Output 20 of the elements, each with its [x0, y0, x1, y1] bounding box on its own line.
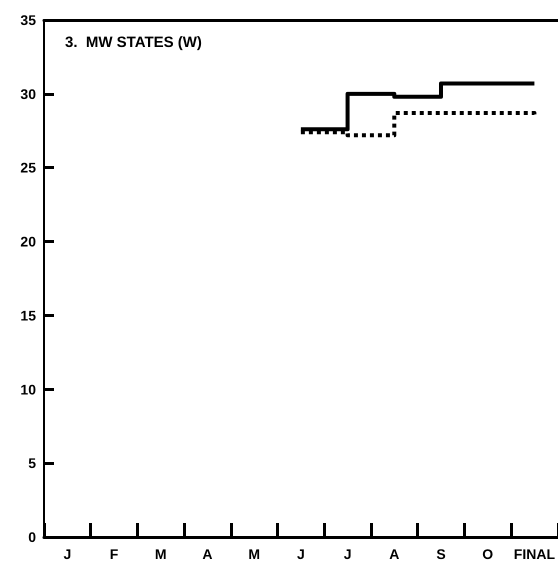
x-tick-label: F — [110, 546, 119, 562]
y-tick-label: 35 — [20, 12, 36, 28]
y-tick-label: 10 — [20, 381, 36, 398]
y-tick-label: 0 — [28, 529, 36, 545]
x-tick-label: A — [202, 546, 213, 562]
y-tick-label: 5 — [28, 455, 36, 472]
x-tick-label: A — [389, 546, 400, 562]
x-tick-label: FINAL — [514, 546, 556, 562]
text: 3. MW STATES (W) — [65, 34, 202, 51]
y-tick-label: 20 — [20, 234, 36, 250]
x-tick-label: M — [154, 546, 167, 562]
x-tick-label: S — [436, 546, 446, 562]
x-tick-label: J — [63, 546, 72, 562]
x-tick-label: J — [296, 546, 305, 562]
y-tick-label: 30 — [20, 86, 36, 102]
y-tick-label: 25 — [20, 160, 36, 176]
x-tick-label: J — [344, 546, 352, 562]
x-tick-label: O — [482, 546, 494, 562]
x-tick-label: M — [248, 546, 260, 562]
y-tick-label: 15 — [20, 307, 36, 324]
